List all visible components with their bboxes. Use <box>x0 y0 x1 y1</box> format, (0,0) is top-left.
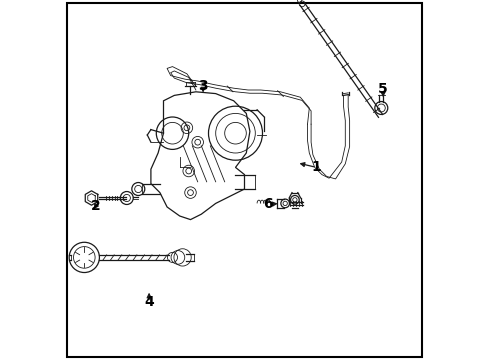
Text: 5: 5 <box>377 82 387 96</box>
Text: 2: 2 <box>91 199 101 213</box>
Text: 6: 6 <box>263 198 272 211</box>
Text: 1: 1 <box>311 161 321 174</box>
Text: 4: 4 <box>144 296 154 309</box>
Text: 3: 3 <box>198 80 207 93</box>
